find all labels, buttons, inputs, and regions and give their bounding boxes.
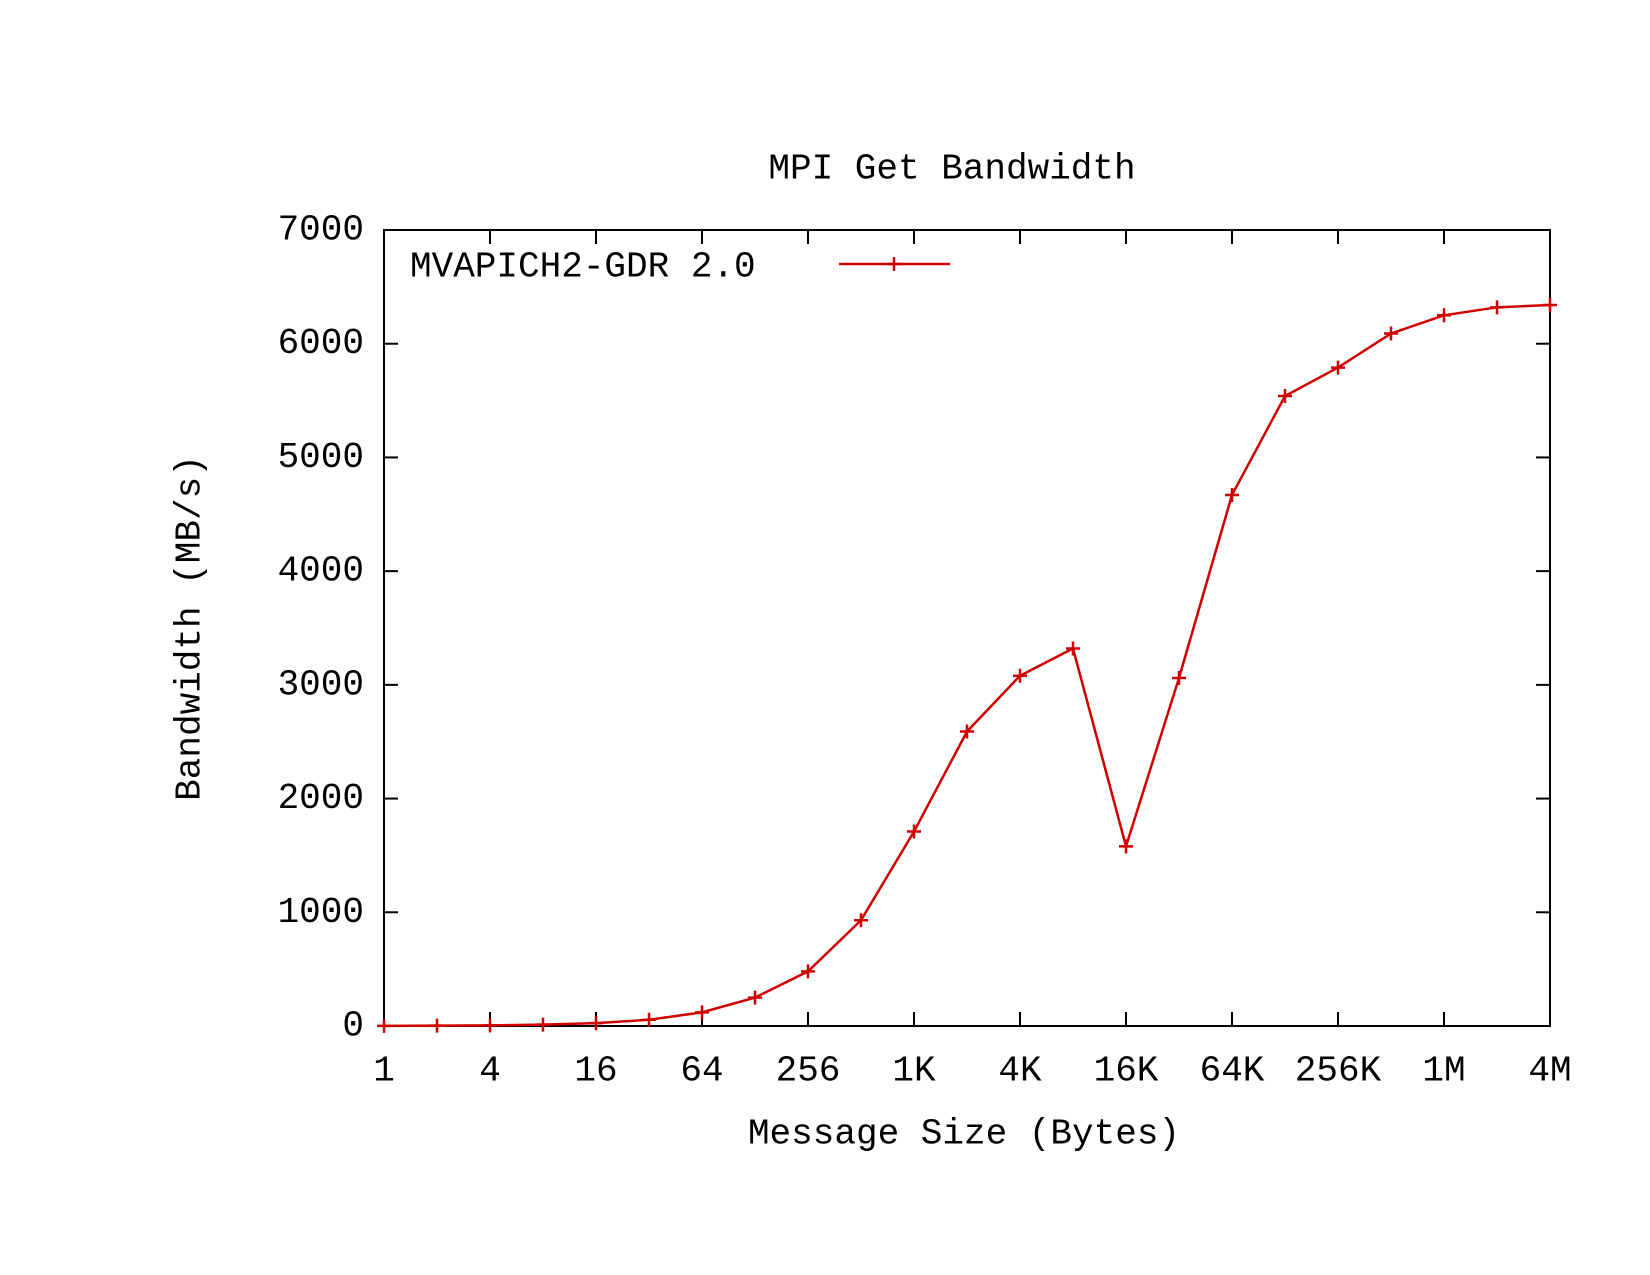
x-tick-label: 1M xyxy=(1422,1051,1465,1092)
point-marker xyxy=(1437,308,1451,323)
point-marker xyxy=(1331,360,1345,375)
point-marker xyxy=(748,990,762,1005)
x-tick-label: 64K xyxy=(1200,1051,1265,1092)
y-tick-label: 0 xyxy=(342,1006,364,1047)
y-tick-label: 7000 xyxy=(278,210,364,251)
chart-title: MPI Get Bandwidth xyxy=(768,149,1135,190)
x-tick-label: 1 xyxy=(373,1051,395,1092)
x-tick-label: 4 xyxy=(479,1051,501,1092)
point-marker xyxy=(430,1018,444,1033)
point-marker xyxy=(377,1018,391,1033)
point-marker xyxy=(960,724,974,739)
legend-marker xyxy=(887,257,901,271)
x-tick-label: 1K xyxy=(892,1051,936,1092)
x-tick-label: 256 xyxy=(776,1051,841,1092)
point-marker xyxy=(1066,641,1080,656)
point-marker xyxy=(801,964,815,979)
point-marker xyxy=(483,1018,497,1033)
point-marker xyxy=(1013,668,1027,683)
y-tick-label: 4000 xyxy=(278,551,364,592)
point-marker xyxy=(1278,389,1292,404)
x-tick-label: 4K xyxy=(998,1051,1042,1092)
y-axis-label: Bandwidth (MB/s) xyxy=(170,455,211,801)
point-marker xyxy=(536,1017,550,1032)
x-axis-label: Message Size (Bytes) xyxy=(748,1114,1180,1155)
point-marker xyxy=(907,824,921,839)
y-tick-label: 3000 xyxy=(278,664,364,705)
point-marker xyxy=(695,1005,709,1020)
point-marker xyxy=(1172,671,1186,686)
y-tick-label: 2000 xyxy=(278,778,364,819)
y-tick-label: 5000 xyxy=(278,437,364,478)
series-line xyxy=(383,303,1551,1028)
point-marker xyxy=(1543,298,1557,313)
x-tick-label: 64 xyxy=(680,1051,723,1092)
point-marker xyxy=(1225,487,1239,502)
point-marker xyxy=(854,913,868,928)
x-tick-label: 256K xyxy=(1295,1051,1382,1092)
point-marker xyxy=(1384,326,1398,341)
legend-label: MVAPICH2-GDR 2.0 xyxy=(410,247,756,288)
point-marker xyxy=(1490,300,1504,315)
x-tick-label: 4M xyxy=(1528,1051,1571,1092)
point-marker xyxy=(1119,839,1133,854)
y-tick-label: 1000 xyxy=(278,892,364,933)
x-tick-label: 16 xyxy=(574,1051,617,1092)
y-tick-label: 6000 xyxy=(278,323,364,364)
x-tick-label: 16K xyxy=(1094,1051,1159,1092)
plot-frame xyxy=(383,229,1551,1027)
point-marker xyxy=(589,1016,603,1031)
point-marker xyxy=(642,1012,656,1027)
